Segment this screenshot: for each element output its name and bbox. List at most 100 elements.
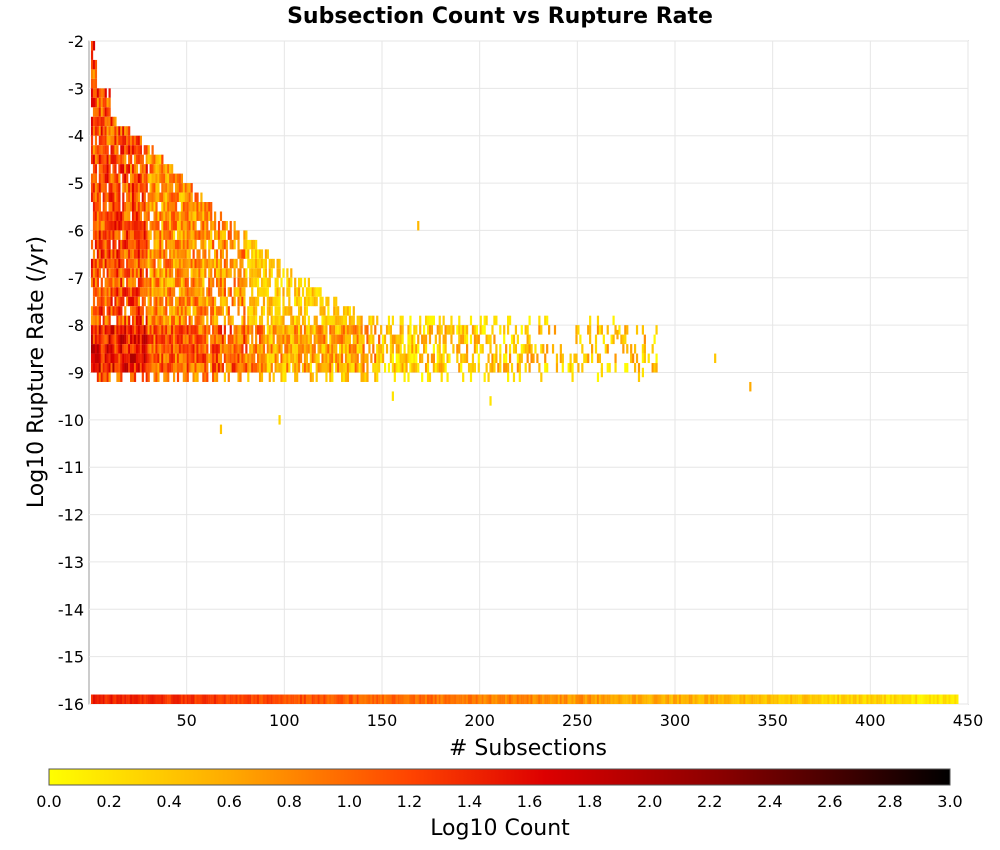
heatmap-cell [348,306,351,316]
heatmap-cell [270,363,273,373]
heatmap-cell [221,363,225,373]
heatmap-cell [100,353,103,364]
heatmap-cell [215,249,219,259]
heatmap-cell [92,230,96,240]
heatmap-cell [520,344,523,354]
heatmap-cell [385,325,389,335]
heatmap-cell [131,694,135,704]
heatmap-cell [305,325,309,335]
heatmap-cell [139,315,142,326]
heatmap-cell [352,363,355,373]
heatmap-cell [272,353,275,364]
heatmap-cell [395,353,398,364]
heatmap-cell [155,325,158,335]
heatmap-cell [675,694,678,704]
heatmap-cell [256,344,260,354]
heatmap-cell [268,372,271,382]
heatmap-cell [165,287,168,297]
heatmap-cell [100,135,103,146]
heatmap-cell [161,239,164,250]
heatmap-cell [401,694,404,704]
heatmap-cell [280,325,283,335]
heatmap-cell [114,344,117,354]
heatmap-cell [294,325,297,335]
heatmap-cell [176,239,180,250]
heatmap-cell [94,173,98,184]
heatmap-cell [858,694,861,704]
heatmap-cell [444,363,447,373]
heatmap-cell [321,296,324,307]
heatmap-cell [141,334,144,345]
heatmap-cell [92,173,96,184]
heatmap-cell [130,192,133,203]
heatmap-cell [165,211,168,221]
heatmap-cell [426,694,430,704]
heatmap-cell [676,694,680,704]
heatmap-cell [507,372,510,382]
heatmap-cell [249,268,252,278]
heatmap-cell [157,164,160,174]
heatmap-cell [632,694,635,704]
heatmap-cell [194,306,197,316]
heatmap-cell [575,325,578,335]
heatmap-cell [104,88,107,98]
heatmap-cell [407,344,410,354]
heatmap-cell [376,315,379,326]
heatmap-cell [380,344,383,354]
heatmap-cell [807,694,811,704]
heatmap-cell [434,363,437,373]
heatmap-cell [253,277,256,288]
heatmap-cell [325,296,328,307]
heatmap-cell [243,239,246,250]
heatmap-cell [133,202,137,212]
heatmap-cell [327,306,330,316]
heatmap-cell [399,315,402,326]
heatmap-cell [112,353,115,364]
heatmap-cell [102,97,105,108]
heatmap-cell [245,353,248,364]
heatmap-cell [98,258,101,269]
heatmap-cell [342,315,346,326]
heatmap-cell [174,694,178,704]
heatmap-cell [169,694,172,704]
heatmap-cell [239,353,242,364]
heatmap-cell [465,344,469,354]
heatmap-cell [458,325,461,335]
heatmap-cell [116,183,119,193]
heatmap-cell [106,164,109,174]
heatmap-cell [280,353,283,364]
heatmap-cell [432,694,435,704]
heatmap-cell [130,202,133,212]
heatmap-cell [104,173,107,184]
heatmap-cell [352,344,355,354]
heatmap-cell [184,183,187,193]
heatmap-cell [124,334,127,345]
heatmap-cell [854,694,857,704]
heatmap-cell [428,334,432,345]
heatmap-cell [231,239,234,250]
heatmap-cell [407,372,410,382]
heatmap-cell [167,372,170,382]
heatmap-cell [149,334,152,345]
heatmap-cell [96,249,100,259]
heatmap-cell [182,220,185,231]
heatmap-cell [530,353,533,364]
heatmap-cell [135,334,139,345]
heatmap-cell [366,353,369,364]
heatmap-cell [397,344,400,354]
heatmap-cell [92,363,96,373]
heatmap-cell [641,344,644,354]
heatmap-cell [423,334,426,345]
heatmap-cell [106,135,109,146]
heatmap-cell [749,381,752,392]
heatmap-cell [196,694,199,704]
heatmap-cell [475,344,478,354]
heatmap-cell [131,183,135,193]
heatmap-cell [299,296,303,307]
heatmap-cell [313,296,316,307]
heatmap-cell [198,230,201,240]
heatmap-cell [130,344,133,354]
heatmap-cell [712,694,715,704]
heatmap-cell [356,315,359,326]
heatmap-cell [288,296,291,307]
